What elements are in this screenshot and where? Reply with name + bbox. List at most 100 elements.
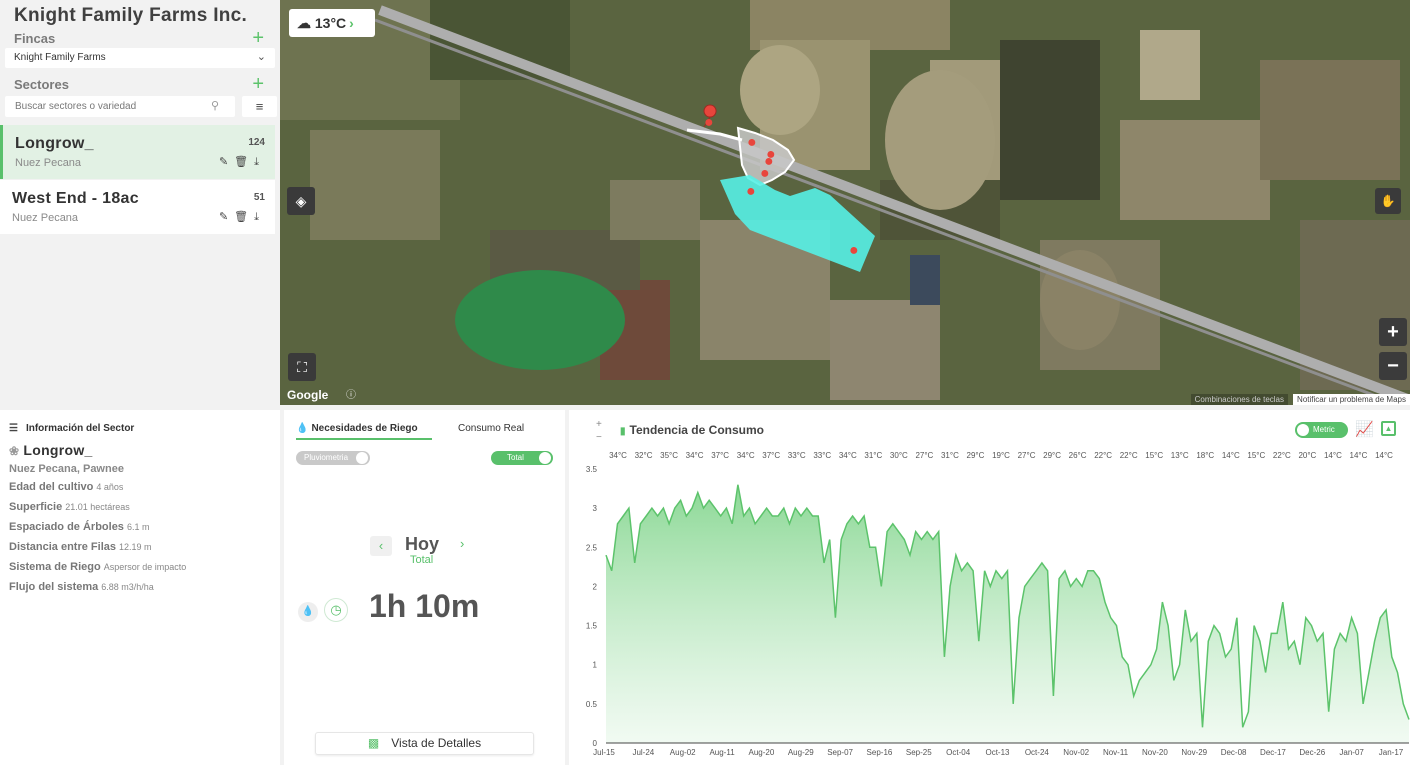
trash-icon[interactable]: 🗑 xyxy=(234,211,255,223)
pan-button[interactable]: ✋ xyxy=(1375,188,1401,214)
area-chart-icon[interactable]: ▲ xyxy=(1381,421,1396,436)
weather-temperature: 13°C xyxy=(314,15,347,31)
pluviometry-toggle[interactable]: Pluviometria xyxy=(296,451,370,465)
zoom-out-icon[interactable]: − xyxy=(596,432,602,443)
temperature-label: 27°C xyxy=(915,451,933,460)
y-tick-label: 0.5 xyxy=(586,700,598,709)
info-label: Edad del cultivo xyxy=(9,481,94,493)
zoom-out-button[interactable]: − xyxy=(1379,352,1407,380)
info-label: Flujo del sistema xyxy=(9,581,99,593)
y-tick-label: 2 xyxy=(593,582,598,591)
sector-count: 51 xyxy=(253,192,265,203)
sector-actions: ✎🗑⤓ xyxy=(219,210,265,224)
trash-icon[interactable]: 🗑 xyxy=(234,156,255,168)
search-placeholder: Buscar sectores o variedad xyxy=(15,101,137,112)
temperature-label: 22°C xyxy=(1094,451,1112,460)
x-tick-label: Sep-16 xyxy=(867,748,893,757)
x-tick-label: Aug-11 xyxy=(709,748,735,757)
sort-filter-button[interactable]: ≡ xyxy=(242,96,277,117)
sector-item-longrow[interactable]: Longrow_ Nuez Pecana 124 ✎🗑⤓ xyxy=(0,125,275,179)
info-row-age: Edad del cultivo 4 años xyxy=(9,481,123,493)
x-tick-label: Nov-02 xyxy=(1063,748,1089,757)
info-label: Superficie xyxy=(9,501,63,513)
temperature-label: 29°C xyxy=(967,451,985,460)
x-tick-label: Aug-20 xyxy=(749,748,775,757)
total-toggle[interactable]: Total xyxy=(491,451,553,465)
x-tick-label: Nov-29 xyxy=(1181,748,1207,757)
hand-icon: ✋ xyxy=(1380,194,1396,208)
zoom-in-button[interactable]: + xyxy=(1379,318,1407,346)
tab-irrigation-needs[interactable]: 💧 Necesidades de Riego xyxy=(296,423,432,440)
download-icon[interactable]: ⤓ xyxy=(254,211,265,223)
y-tick-label: 3.5 xyxy=(586,465,598,474)
sector-search-input[interactable]: Buscar sectores o variedad ⚲ xyxy=(5,96,235,117)
map-marker-icon[interactable]: ● xyxy=(704,114,714,131)
info-icon[interactable]: ⓘ xyxy=(346,390,356,401)
map-marker-icon[interactable]: ● xyxy=(760,165,770,182)
temperature-label: 20°C xyxy=(1298,451,1316,460)
x-tick-label: Dec-26 xyxy=(1299,748,1325,757)
y-tick-label: 0 xyxy=(593,739,598,748)
metric-toggle[interactable]: Metric xyxy=(1295,422,1348,438)
temperature-label: 33°C xyxy=(788,451,806,460)
info-header-text: Información del Sector xyxy=(25,423,135,434)
water-drop-icon[interactable]: 💧 xyxy=(298,602,318,622)
finca-selected-value: Knight Family Farms xyxy=(14,52,106,63)
fullscreen-button[interactable]: ⛶ xyxy=(288,353,316,381)
info-row-tree-spacing: Espaciado de Árboles 6.1 m xyxy=(9,521,149,533)
list-icon: ☰ xyxy=(9,423,18,434)
cloud-icon: ☁ xyxy=(297,15,311,31)
x-tick-label: Oct-13 xyxy=(985,748,1010,757)
chevron-right-icon: › xyxy=(349,15,354,31)
edit-icon[interactable]: ✎ xyxy=(218,156,235,168)
previous-day-button[interactable]: ‹ xyxy=(370,536,392,556)
toggle-label: Total xyxy=(507,453,524,462)
x-tick-label: Jul-15 xyxy=(593,748,615,757)
edit-icon[interactable]: ✎ xyxy=(218,211,235,223)
info-subtitle: Nuez Pecana, Pawnee xyxy=(9,463,124,475)
sector-variety: Nuez Pecana xyxy=(12,212,79,224)
temperature-label: 34°C xyxy=(839,451,857,460)
chart-zoom-controls[interactable]: + − xyxy=(596,418,602,444)
add-sector-icon[interactable]: + xyxy=(252,73,264,95)
tab-real-consumption[interactable]: Consumo Real xyxy=(458,423,525,434)
x-tick-label: Oct-24 xyxy=(1025,748,1050,757)
map-marker-icon[interactable]: ● xyxy=(849,242,859,259)
sector-item-west-end[interactable]: West End - 18ac Nuez Pecana 51 ✎🗑⤓ xyxy=(0,180,275,234)
line-chart-icon[interactable]: 📈 xyxy=(1355,421,1374,438)
info-value: 12.19 m xyxy=(119,542,152,552)
toggle-knob xyxy=(356,452,368,464)
x-tick-label: Oct-04 xyxy=(946,748,971,757)
map-marker-icon[interactable]: ● xyxy=(747,134,757,151)
metric-label: Metric xyxy=(1313,425,1335,434)
temperature-label: 31°C xyxy=(941,451,959,460)
temperature-label: 15°C xyxy=(1145,451,1163,460)
irrigation-duration: 1h 10m xyxy=(369,588,480,624)
sprinkler-icon: ❀ xyxy=(9,444,20,458)
temperature-label: 32°C xyxy=(635,451,653,460)
map-attribution[interactable]: Combinaciones de teclas xyxy=(1190,394,1288,405)
chevron-down-icon: ⌄ xyxy=(256,51,266,63)
temperature-label: 37°C xyxy=(711,451,729,460)
x-tick-label: Sep-07 xyxy=(827,748,853,757)
clock-icon[interactable]: ◷ xyxy=(324,598,348,622)
download-icon[interactable]: ⤓ xyxy=(254,156,265,168)
add-finca-icon[interactable]: + xyxy=(252,27,264,49)
weather-widget[interactable]: ☁ 13°C › xyxy=(289,9,375,37)
satellite-map[interactable]: ● ● ● ● ● ● ● ☁ 13°C › ◈ ✋ ⛶ + − Google ⓘ… xyxy=(280,0,1410,405)
details-view-button[interactable]: ▩ Vista de Detalles xyxy=(315,732,534,755)
next-day-button[interactable]: › xyxy=(460,536,464,551)
layers-button[interactable]: ◈ xyxy=(287,187,315,215)
info-row-irrigation-system: Sistema de Riego Aspersor de impacto xyxy=(9,561,186,573)
y-tick-label: 1.5 xyxy=(586,622,598,631)
x-tick-label: Jan-07 xyxy=(1339,748,1364,757)
map-marker-icon[interactable]: ● xyxy=(766,146,776,163)
map-marker-icon[interactable]: ● xyxy=(764,153,774,170)
finca-select[interactable]: Knight Family Farms ⌄ xyxy=(5,48,275,68)
report-map-problem-link[interactable]: Notificar un problema de Maps xyxy=(1293,394,1410,405)
zoom-in-icon[interactable]: + xyxy=(596,419,602,430)
toggle-label: Pluviometria xyxy=(304,453,349,462)
map-marker-icon[interactable]: ● xyxy=(746,183,756,200)
signal-icon: ▮ xyxy=(620,426,626,437)
temperature-label: 22°C xyxy=(1120,451,1138,460)
